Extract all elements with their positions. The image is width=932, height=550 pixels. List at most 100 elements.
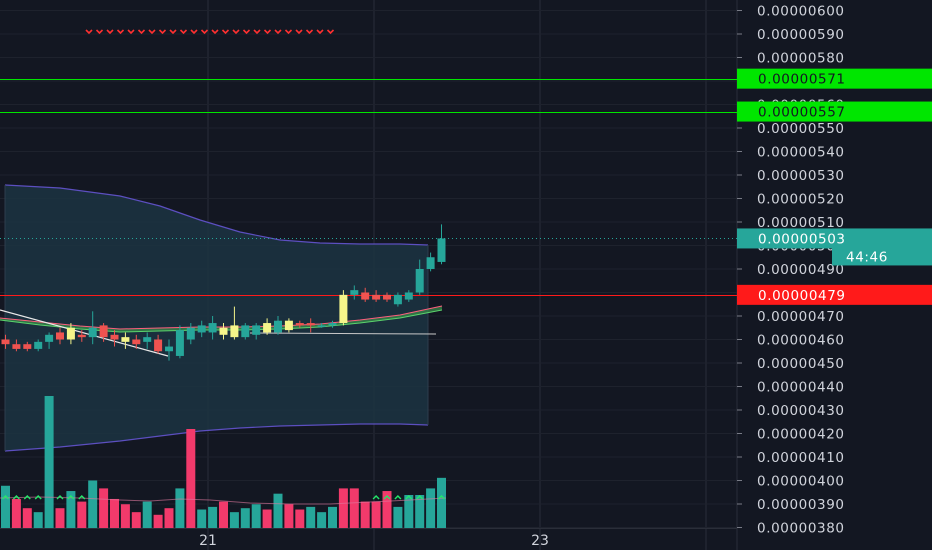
trendline-down bbox=[0, 309, 169, 357]
level-badge-0 bbox=[737, 68, 932, 89]
volume-bar-17 bbox=[186, 429, 196, 528]
signal-marker-15 bbox=[242, 29, 251, 35]
volume-bar-2 bbox=[22, 508, 32, 528]
level-badge-1 bbox=[737, 101, 932, 122]
x-tick-label-1: 23 bbox=[531, 533, 549, 549]
volume-bar-27 bbox=[295, 509, 305, 528]
volume-bar-25 bbox=[273, 493, 283, 528]
volume-bar-8 bbox=[88, 480, 98, 528]
candle-body-9 bbox=[99, 325, 108, 338]
y-tick-label-14: 0.00000520 bbox=[757, 192, 845, 208]
volume-bar-5 bbox=[55, 508, 65, 528]
candle-body-15 bbox=[165, 346, 173, 352]
volume-bar-30 bbox=[328, 506, 337, 528]
last-price-badge-label: 0.00000503 bbox=[758, 231, 846, 247]
level-badge-label-0: 0.00000571 bbox=[758, 72, 846, 88]
volume-bar-15 bbox=[164, 508, 174, 528]
volume-bar-13 bbox=[142, 501, 152, 528]
volume-signal-9 bbox=[394, 495, 402, 500]
signal-marker-20 bbox=[295, 29, 303, 35]
volume-bar-16 bbox=[175, 488, 185, 528]
channel-lower-line bbox=[4, 423, 429, 452]
y-tick-label-21: 0.00000590 bbox=[757, 27, 845, 43]
y-tick-label-8: 0.00000460 bbox=[757, 333, 845, 349]
y-tick-label-3: 0.00000410 bbox=[757, 450, 845, 466]
signal-marker-22 bbox=[316, 29, 324, 35]
signal-marker-10 bbox=[190, 29, 198, 35]
candle-body-33 bbox=[361, 292, 370, 300]
signal-marker-8 bbox=[169, 29, 177, 35]
signal-marker-21 bbox=[305, 29, 314, 35]
signal-marker-2 bbox=[106, 29, 114, 35]
volume-signal-11 bbox=[416, 495, 424, 500]
level-badge-2 bbox=[737, 284, 932, 305]
volume-bar-20 bbox=[219, 501, 228, 528]
signal-marker-9 bbox=[179, 29, 188, 35]
candle-body-14 bbox=[154, 339, 163, 352]
volume-bar-12 bbox=[131, 512, 141, 528]
volume-signal-0 bbox=[2, 495, 9, 500]
signal-marker-14 bbox=[232, 29, 240, 35]
signal-marker-11 bbox=[200, 29, 209, 35]
volume-bar-39 bbox=[426, 488, 436, 528]
candle-body-28 bbox=[306, 323, 315, 326]
volume-signal-2 bbox=[23, 495, 31, 500]
volume-bar-19 bbox=[208, 506, 218, 528]
y-tick-label-16: 0.00000540 bbox=[757, 145, 845, 161]
trendline-flat bbox=[249, 332, 437, 335]
level-badge-label-1: 0.00000557 bbox=[758, 105, 846, 121]
volume-bar-28 bbox=[306, 506, 316, 528]
signal-marker-1 bbox=[95, 29, 104, 35]
candle-body-3 bbox=[34, 341, 43, 349]
volume-signal-5 bbox=[67, 495, 75, 500]
signal-marker-19 bbox=[284, 29, 293, 35]
candle-body-23 bbox=[252, 325, 261, 335]
signal-marker-0 bbox=[85, 29, 93, 35]
candle-body-38 bbox=[415, 269, 424, 293]
candle-body-35 bbox=[383, 294, 391, 300]
volume-signal-3 bbox=[34, 495, 42, 500]
signal-marker-23 bbox=[326, 29, 335, 35]
y-tick-label-9: 0.00000470 bbox=[757, 309, 845, 325]
volume-bar-26 bbox=[284, 504, 294, 528]
candle-body-10 bbox=[110, 334, 119, 340]
candle-body-40 bbox=[437, 238, 446, 262]
y-tick-label-2: 0.00000400 bbox=[757, 474, 845, 490]
candle-body-1 bbox=[12, 344, 21, 349]
signal-marker-16 bbox=[253, 29, 261, 35]
candle-body-18 bbox=[197, 325, 206, 333]
volume-signal-10 bbox=[405, 495, 413, 500]
volume-bar-7 bbox=[77, 501, 87, 528]
candle-body-4 bbox=[45, 334, 54, 342]
last-price-badge bbox=[737, 228, 932, 249]
volume-bar-6 bbox=[66, 491, 76, 528]
volume-signal-8 bbox=[383, 495, 391, 500]
volume-bar-33 bbox=[360, 501, 370, 528]
candle-body-22 bbox=[241, 325, 250, 338]
candle-body-30 bbox=[328, 323, 337, 326]
volume-bar-9 bbox=[99, 488, 109, 528]
volume-bar-35 bbox=[382, 491, 392, 528]
candle-body-17 bbox=[186, 327, 195, 340]
x-tick-label-0: 21 bbox=[199, 533, 217, 549]
candle-body-2 bbox=[23, 344, 32, 349]
signal-marker-5 bbox=[137, 29, 146, 35]
volume-bar-14 bbox=[153, 514, 163, 528]
volume-signal-12 bbox=[438, 495, 445, 500]
volume-bar-21 bbox=[229, 512, 239, 528]
volume-bar-37 bbox=[404, 495, 414, 528]
volume-signal-7 bbox=[372, 495, 380, 500]
volume-bar-11 bbox=[120, 504, 130, 528]
volume-signal-6 bbox=[78, 495, 86, 500]
candle-body-12 bbox=[132, 339, 141, 345]
y-tick-label-4: 0.00000420 bbox=[757, 427, 845, 443]
volume-bar-31 bbox=[338, 488, 348, 528]
signal-marker-17 bbox=[263, 29, 272, 35]
y-tick-label-15: 0.00000530 bbox=[757, 168, 845, 184]
volume-bar-29 bbox=[317, 512, 327, 528]
signal-marker-3 bbox=[116, 29, 125, 35]
signal-marker-12 bbox=[211, 29, 219, 35]
signal-marker-4 bbox=[127, 29, 135, 35]
volume-bar-38 bbox=[415, 495, 425, 528]
